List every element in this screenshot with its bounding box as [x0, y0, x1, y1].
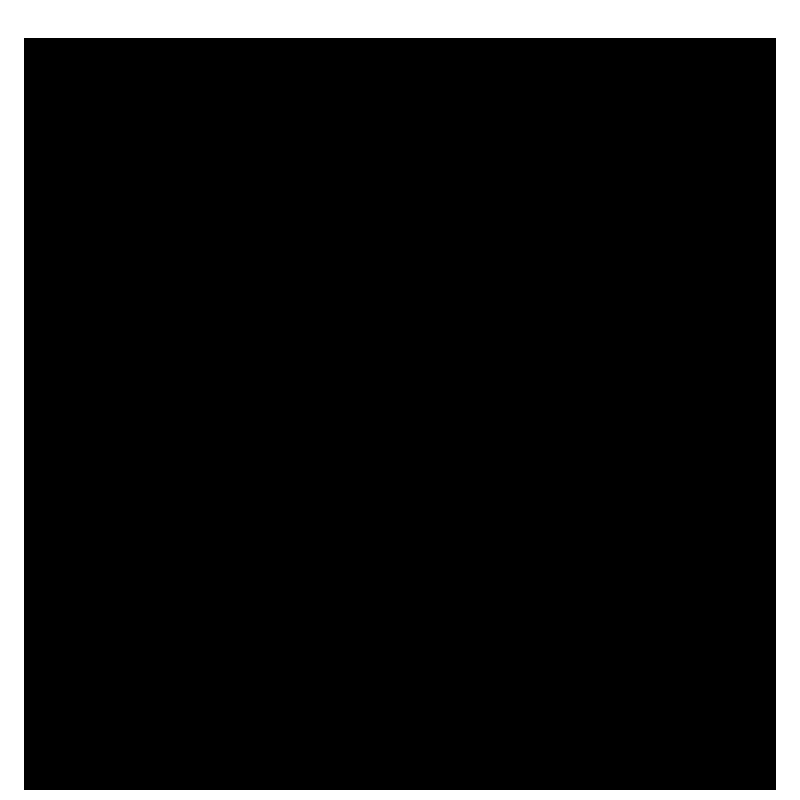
heatmap-canvas [38, 52, 762, 776]
crosshair-vertical [38, 52, 39, 776]
plot-frame [24, 38, 776, 790]
plot-area [38, 52, 762, 776]
